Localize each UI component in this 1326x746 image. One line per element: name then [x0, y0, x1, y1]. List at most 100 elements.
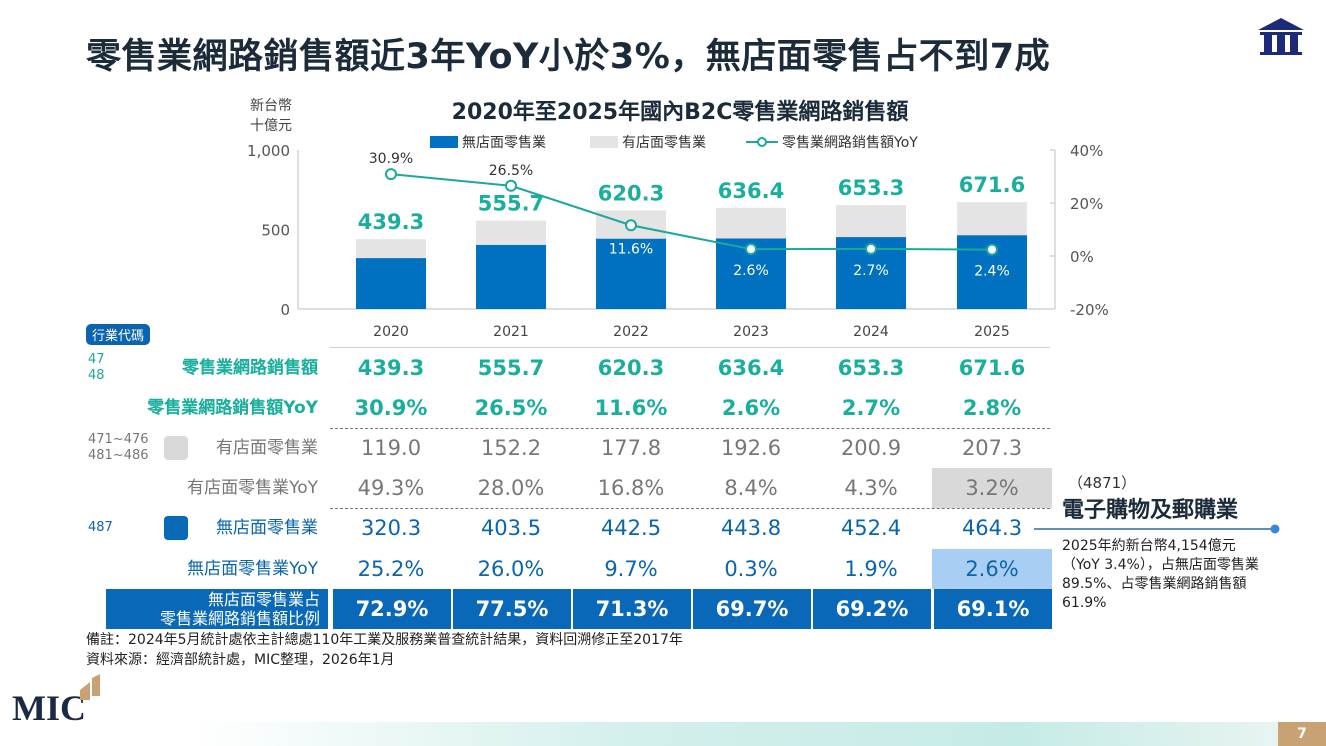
yoy-line: [390, 173, 993, 251]
row-label: 零售業網路銷售額YoY: [147, 398, 318, 418]
physical-store-swatch: [164, 436, 188, 460]
yoy-label: 2.6%: [733, 263, 769, 279]
annotation-title: 電子購物及郵購業: [1062, 498, 1239, 523]
x-tick-label: 2021: [493, 324, 529, 340]
bar-online-store: [596, 238, 666, 309]
table-cell: 0.3%: [724, 557, 778, 581]
y2-tick-label: 40%: [1070, 142, 1103, 160]
table-cell: 620.3: [597, 356, 665, 380]
table-top-line: [330, 347, 1050, 348]
legend-line-marker-icon: [746, 137, 778, 147]
x-tick-label: 2020: [373, 324, 409, 340]
yoy-label: 26.5%: [489, 163, 533, 179]
bar-online-store: [356, 258, 426, 309]
bar-total-label: 439.3: [358, 210, 424, 234]
yoy-point: [385, 168, 397, 181]
institute-logo-icon: [1256, 16, 1306, 62]
legend-online-store: 無店面零售業: [430, 132, 546, 152]
y-tick-label: 0: [280, 301, 290, 319]
table-cell: 28.0%: [477, 476, 545, 500]
table-cell: 443.8: [720, 516, 782, 540]
table-cell: 671.6: [958, 356, 1026, 380]
bar-total-label: 671.6: [959, 173, 1025, 197]
table-cell: 49.3%: [357, 476, 425, 500]
row-label: 有店面零售業: [216, 438, 318, 458]
yoy-point: [745, 243, 757, 256]
table-cell: 192.6: [720, 436, 782, 460]
table-cell: 26.5%: [474, 396, 548, 420]
y2-tick-label: -20%: [1070, 301, 1109, 319]
row-label: 無店面零售業占 零售業網路銷售額比例: [159, 590, 320, 628]
page-number: 7: [1278, 722, 1326, 746]
table-cell: 71.3%: [571, 589, 691, 629]
remark-note: 備註：2024年5月統計處依主計總處110年工業及服務業普查統計結果，資料回溯修…: [86, 632, 683, 648]
table-cell: 69.2%: [811, 589, 931, 629]
ratio-label-bg: [106, 589, 328, 629]
table-cell: 8.4%: [724, 476, 778, 500]
table-cell: 2.6%: [932, 549, 1052, 589]
legend-swatch-blue: [430, 136, 458, 148]
row-label: 有店面零售業YoY: [187, 478, 318, 498]
yoy-label: 30.9%: [369, 151, 413, 167]
unit-line-1: 新台幣: [250, 98, 292, 114]
annotation-text: 2025年約新台幣4,154億元（YoY 3.4%），占無店面零售業89.5%、…: [1062, 538, 1259, 611]
bar-physical-store: [476, 220, 546, 245]
industry-code: 487: [88, 520, 113, 535]
table-cell: 16.8%: [597, 476, 665, 500]
chart-title: 2020年至2025年國內B2C零售業網路銷售額: [451, 100, 909, 125]
legend-label: 有店面零售業: [622, 135, 706, 151]
bar-online-store: [476, 244, 546, 309]
table-cell: 152.2: [480, 436, 542, 460]
row-label: 無店面零售業YoY: [187, 559, 318, 579]
bar-physical-store: [957, 202, 1027, 236]
table-cell: 207.3: [961, 436, 1023, 460]
table-cell: 464.3: [961, 516, 1023, 540]
table-cell: 2.7%: [841, 396, 901, 420]
legend-yoy: 零售業網路銷售額YoY: [746, 132, 918, 152]
table-cell: 2.6%: [721, 396, 781, 420]
table-cell: 653.3: [837, 356, 905, 380]
bar-total-label: 653.3: [838, 176, 904, 200]
yoy-point: [865, 242, 877, 255]
notes: 備註：2024年5月統計處依主計總處110年工業及服務業普查統計結果，資料回溯修…: [86, 630, 683, 670]
annotation-connector: [1034, 524, 1280, 534]
table-cell: 636.4: [717, 356, 785, 380]
bar-physical-store: [716, 207, 786, 239]
source-note: 資料來源：經濟部統計處，MIC整理，2026年1月: [86, 652, 395, 668]
table-cell: 439.3: [357, 356, 425, 380]
mic-logo: MIC: [12, 672, 102, 728]
y2-tick-label: 0%: [1070, 248, 1094, 266]
x-tick-label: 2023: [733, 324, 769, 340]
yoy-point: [625, 219, 637, 232]
table-cell: 1.9%: [844, 557, 898, 581]
row-label: 無店面零售業: [216, 518, 318, 538]
industry-code-badge: 行業代碼: [86, 324, 151, 345]
bar-total-label: 620.3: [598, 181, 664, 205]
y2-tick-label: 20%: [1070, 195, 1103, 213]
yoy-label: 2.7%: [853, 263, 889, 279]
table-cell: 11.6%: [594, 396, 668, 420]
table-cell: 177.8: [600, 436, 662, 460]
online-store-swatch: [164, 516, 188, 540]
table-cell: 119.0: [360, 436, 422, 460]
table-cell: 4.3%: [844, 476, 898, 500]
bar-physical-store: [356, 239, 426, 259]
legend-label: 零售業網路銷售額YoY: [782, 135, 918, 151]
table-cell: 26.0%: [477, 557, 545, 581]
y-tick-label: 500: [261, 222, 290, 240]
x-tick-label: 2022: [613, 324, 649, 340]
table-cell: 403.5: [480, 516, 542, 540]
table-cell: 25.2%: [357, 557, 425, 581]
y-axis-unit: 新台幣 十億元: [250, 96, 292, 136]
x-tick-label: 2025: [974, 324, 1010, 340]
y-tick-label: 1,000: [247, 142, 290, 160]
svg-text:MIC: MIC: [12, 688, 86, 724]
legend-swatch-gray: [590, 136, 618, 148]
table-cell: 452.4: [840, 516, 902, 540]
table-cell: 30.9%: [354, 396, 428, 420]
table-cell: 3.2%: [932, 468, 1052, 508]
table-cell: 69.1%: [932, 589, 1052, 629]
table-cell: 9.7%: [604, 557, 658, 581]
bar-total-label: 555.7: [478, 192, 544, 216]
legend-label: 無店面零售業: [462, 135, 546, 151]
